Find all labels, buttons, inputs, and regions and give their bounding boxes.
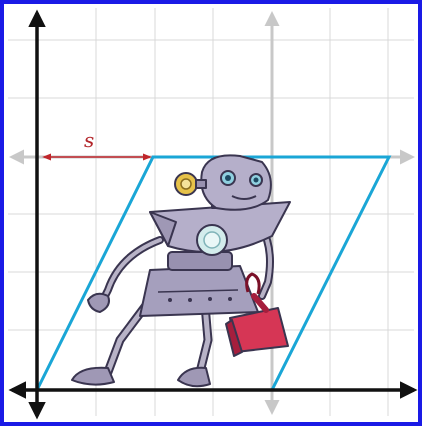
diagram-stage: s xyxy=(0,0,422,426)
blue-frame xyxy=(0,0,422,426)
